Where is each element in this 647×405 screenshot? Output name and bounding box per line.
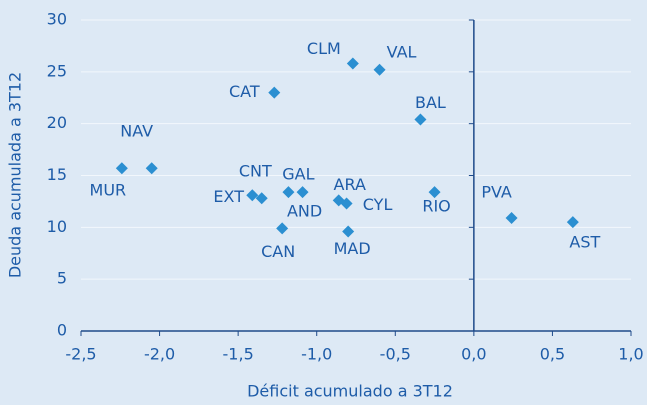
x-tick-label: -2,5 — [65, 345, 96, 364]
point — [282, 186, 295, 199]
y-tick-label: 15 — [47, 165, 67, 184]
point — [566, 216, 579, 229]
point-label: AST — [569, 233, 600, 252]
point — [255, 192, 268, 205]
y-tick-label: 20 — [47, 113, 67, 132]
y-tick-label: 25 — [47, 61, 67, 80]
x-tick-label: 0,5 — [540, 345, 565, 364]
point — [296, 186, 309, 199]
point — [246, 189, 259, 202]
point-label: GAL — [282, 165, 314, 184]
point-label: RIO — [422, 197, 450, 216]
point-label: BAL — [415, 93, 446, 112]
y-tick-label: 5 — [57, 269, 67, 288]
x-tick-label: 1,0 — [618, 345, 643, 364]
point — [414, 113, 427, 126]
x-tick-label: 0,0 — [461, 345, 486, 364]
point-label: CYL — [363, 195, 393, 214]
point-label: ARA — [334, 175, 366, 194]
point-label: CAT — [229, 82, 260, 101]
x-axis-title: Déficit acumulado a 3T12 — [247, 382, 453, 401]
point — [340, 197, 353, 210]
point-label: EXT — [213, 187, 244, 206]
point-label: MAD — [334, 239, 371, 258]
point-label: CNT — [239, 162, 272, 181]
point-label: AND — [287, 202, 322, 221]
point-label: VAL — [387, 42, 417, 61]
point-label: NAV — [120, 122, 153, 141]
point — [115, 162, 128, 175]
x-tick-label: -2,0 — [144, 345, 175, 364]
point — [428, 186, 441, 199]
point-label: PVA — [481, 183, 512, 202]
point-label: CLM — [307, 39, 341, 58]
point — [145, 162, 158, 175]
x-tick-label: -1,0 — [301, 345, 332, 364]
point — [276, 222, 289, 235]
y-tick-label: 0 — [57, 321, 67, 340]
point — [268, 86, 281, 99]
x-tick-label: -1,5 — [223, 345, 254, 364]
point-label: MUR — [90, 181, 127, 200]
point — [505, 212, 518, 225]
y-tick-label: 10 — [47, 217, 67, 236]
point — [342, 225, 355, 238]
point — [373, 63, 386, 76]
x-tick-label: -0,5 — [380, 345, 411, 364]
point — [346, 57, 359, 70]
y-tick-label: 30 — [47, 10, 67, 29]
y-axis-title: Deuda acumulada a 3T12 — [6, 72, 25, 278]
point-label: CAN — [261, 242, 295, 261]
